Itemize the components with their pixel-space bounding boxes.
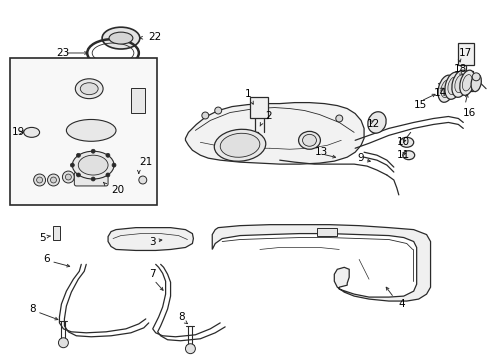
Ellipse shape: [80, 83, 98, 95]
Circle shape: [106, 153, 110, 157]
Circle shape: [62, 171, 74, 183]
Text: 18: 18: [453, 64, 466, 74]
Text: 16: 16: [464, 108, 477, 117]
Ellipse shape: [24, 127, 40, 137]
Text: 10: 10: [397, 137, 410, 147]
Circle shape: [58, 338, 69, 348]
Circle shape: [202, 112, 209, 119]
Bar: [131, 88, 145, 113]
Text: 4: 4: [399, 299, 405, 309]
Circle shape: [139, 176, 147, 184]
Ellipse shape: [403, 151, 415, 159]
Bar: [10, 58, 157, 205]
Ellipse shape: [455, 75, 466, 93]
Circle shape: [71, 163, 74, 167]
Polygon shape: [185, 103, 364, 164]
Text: 12: 12: [367, 120, 380, 130]
Circle shape: [215, 107, 221, 114]
Ellipse shape: [302, 134, 317, 146]
Circle shape: [185, 344, 196, 354]
Bar: [458, 43, 474, 65]
Circle shape: [76, 173, 80, 177]
FancyBboxPatch shape: [74, 172, 108, 186]
Ellipse shape: [298, 131, 320, 149]
Text: 9: 9: [357, 153, 364, 163]
Ellipse shape: [438, 75, 455, 102]
Circle shape: [472, 73, 480, 81]
Circle shape: [50, 177, 56, 183]
Circle shape: [48, 174, 59, 186]
Ellipse shape: [66, 120, 116, 141]
Text: 20: 20: [111, 185, 124, 195]
Ellipse shape: [400, 137, 414, 147]
Ellipse shape: [214, 129, 266, 161]
Text: 15: 15: [414, 100, 427, 109]
Text: 22: 22: [149, 32, 162, 42]
Bar: [53, 226, 60, 239]
Text: 23: 23: [56, 48, 70, 58]
Bar: [318, 228, 337, 235]
Text: 14: 14: [434, 88, 447, 98]
Bar: [250, 96, 268, 118]
Text: 7: 7: [149, 269, 155, 279]
Ellipse shape: [445, 72, 462, 99]
Text: 17: 17: [458, 48, 471, 58]
Text: 19: 19: [12, 127, 25, 138]
Ellipse shape: [452, 70, 469, 97]
Circle shape: [106, 173, 110, 177]
Ellipse shape: [471, 74, 481, 91]
Polygon shape: [108, 228, 194, 251]
Text: 11: 11: [397, 150, 410, 160]
Ellipse shape: [78, 155, 108, 175]
Ellipse shape: [73, 151, 114, 179]
Circle shape: [37, 177, 43, 183]
Ellipse shape: [368, 112, 386, 133]
Ellipse shape: [463, 75, 472, 91]
Ellipse shape: [220, 133, 260, 157]
Text: 6: 6: [44, 255, 50, 264]
Circle shape: [91, 149, 95, 153]
Text: 2: 2: [265, 112, 271, 121]
Ellipse shape: [448, 77, 459, 95]
Text: 1: 1: [245, 89, 251, 99]
Circle shape: [34, 174, 46, 186]
Circle shape: [65, 174, 72, 180]
Text: 13: 13: [315, 147, 328, 157]
Text: 8: 8: [178, 312, 185, 322]
Ellipse shape: [75, 79, 103, 99]
Text: 3: 3: [149, 237, 155, 247]
Polygon shape: [212, 225, 431, 301]
Circle shape: [91, 177, 95, 181]
Text: 8: 8: [30, 304, 36, 314]
Text: 21: 21: [139, 157, 152, 167]
Text: 5: 5: [40, 233, 46, 243]
Ellipse shape: [441, 80, 452, 98]
Circle shape: [112, 163, 116, 167]
Ellipse shape: [102, 27, 140, 49]
Circle shape: [336, 115, 343, 122]
Circle shape: [76, 153, 80, 157]
Ellipse shape: [460, 70, 475, 95]
Ellipse shape: [109, 32, 133, 44]
